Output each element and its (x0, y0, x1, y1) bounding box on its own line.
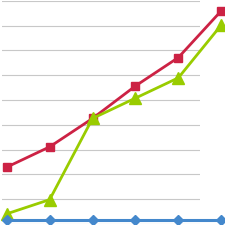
ASTM A36 (220, 9, 223, 12)
Line: ASTM A36: ASTM A36 (2, 7, 225, 171)
Blue series (177, 218, 180, 221)
ASTM A36 (177, 56, 180, 59)
Line: Blue series: Blue series (3, 216, 225, 223)
ASTM A36 (134, 85, 137, 87)
AISI (48, 198, 51, 201)
Blue series (220, 218, 223, 221)
AISI (5, 212, 8, 215)
ASTM A36 (48, 146, 51, 148)
AISI (134, 97, 137, 99)
Blue series (91, 218, 94, 221)
Line: AISI: AISI (1, 20, 225, 219)
Blue series (48, 218, 51, 221)
Blue series (5, 218, 8, 221)
Blue series (134, 218, 137, 221)
ASTM A36 (91, 117, 94, 120)
AISI (91, 117, 94, 120)
AISI (177, 76, 180, 79)
ASTM A36 (5, 166, 8, 169)
AISI (220, 24, 223, 26)
